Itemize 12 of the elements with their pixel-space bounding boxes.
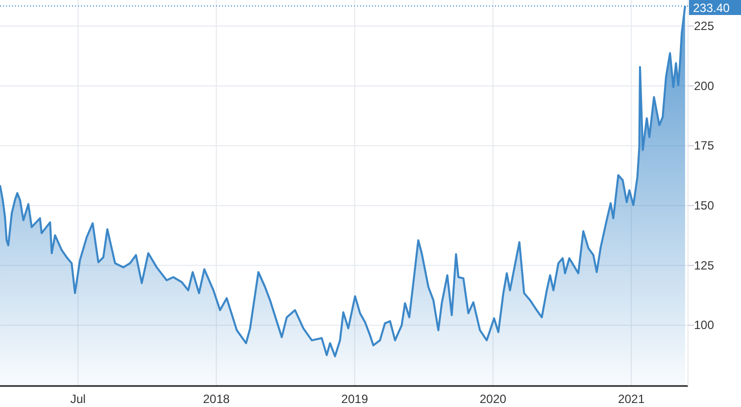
y-tick-label: 200 — [694, 78, 714, 93]
x-tick-label: 2020 — [480, 392, 507, 406]
y-tick-label: 225 — [694, 19, 714, 34]
x-tick-label: Jul — [70, 392, 86, 406]
x-tick-label: 2018 — [202, 392, 230, 406]
y-tick-label: 150 — [694, 198, 714, 213]
y-tick-label: 100 — [694, 318, 714, 332]
x-tick-label: 2019 — [341, 392, 368, 406]
x-tick-label: 2021 — [618, 392, 645, 406]
ref-line-label: 233.40 — [693, 0, 730, 15]
y-tick-label: 125 — [694, 258, 714, 272]
y-tick-label: 175 — [694, 138, 714, 153]
